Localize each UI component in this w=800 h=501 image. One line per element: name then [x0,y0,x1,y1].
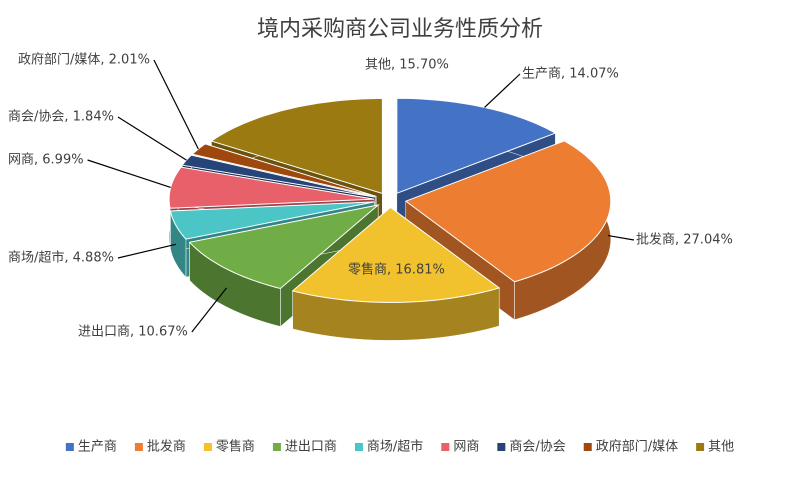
pie [168,97,612,341]
legend-item: 生产商 [65,440,117,455]
data-label: 商场/超市, 4.88% [8,250,114,266]
chart-title: 境内采购商公司业务性质分析 [257,17,543,42]
slice [404,140,612,283]
legend-item: 政府部门/媒体 [583,440,678,455]
data-label: 进出口商, 10.67% [78,325,188,340]
data-label: 零售商, 16.81% [348,262,445,278]
legend-label: 进出口商 [285,440,337,455]
legend-item: 网商 [441,440,479,455]
legend-item: 商会/协会 [497,440,566,455]
data-label: 其他, 15.70% [365,58,449,73]
legend: 生产商 批发商 零售商 进出口商 商场/超市 网商 商会/协会 政府部门/媒体 其他 [65,439,734,455]
leader-line [191,287,228,333]
legend-item: 进出口商 [272,440,337,455]
slice [181,154,376,198]
legend-swatch [441,443,450,451]
legend-label: 商会/协会 [509,440,565,455]
legend-label: 生产商 [78,440,117,455]
leader-line [153,59,199,150]
legend-swatch [497,443,506,451]
slice [188,204,380,290]
data-label: 商会/协会, 1.84% [8,110,114,125]
legend-item: 商场/超市 [354,439,423,455]
slice [210,97,383,195]
legend-label: 商场/超市 [367,439,423,455]
legend-swatch [203,443,212,451]
legend-label: 零售商 [216,439,255,455]
legend-label: 批发商 [147,439,186,455]
legend-swatch [696,443,705,451]
data-label: 网商, 6.99% [8,153,84,168]
slice [291,206,501,303]
labels: 生产商, 14.07% 批发商, 27.04% 零售商, 16.81% 进出口商, 1… [8,53,733,340]
leader-line [484,73,521,108]
legend-item: 零售商 [203,439,255,455]
legend-swatch [354,443,363,451]
data-label: 批发商, 27.04% [636,232,733,248]
legend-swatch [65,443,74,451]
leader-line [117,243,177,259]
legend-label: 网商 [453,440,479,455]
legend-item: 其他 [696,440,734,455]
legend-swatch [134,443,143,451]
data-label: 生产商, 14.07% [522,67,619,82]
legend-label: 政府部门/媒体 [596,440,678,455]
legend-swatch [583,443,592,451]
legend-label: 其他 [708,440,734,455]
leader-line [607,234,635,241]
data-label: 政府部门/媒体, 2.01% [18,53,150,68]
legend-item: 批发商 [134,439,186,455]
leader-line [117,116,187,161]
slice [169,201,375,240]
legend-swatch [272,443,281,451]
leader-line [87,159,171,189]
